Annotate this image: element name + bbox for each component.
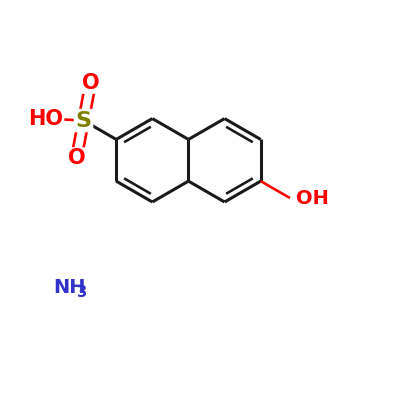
Text: O: O bbox=[68, 148, 85, 168]
Text: S: S bbox=[76, 110, 92, 130]
Text: O: O bbox=[82, 73, 100, 93]
Text: HO: HO bbox=[28, 108, 63, 128]
Text: NH: NH bbox=[53, 278, 86, 297]
Text: 3: 3 bbox=[76, 285, 86, 300]
Text: OH: OH bbox=[296, 188, 329, 208]
